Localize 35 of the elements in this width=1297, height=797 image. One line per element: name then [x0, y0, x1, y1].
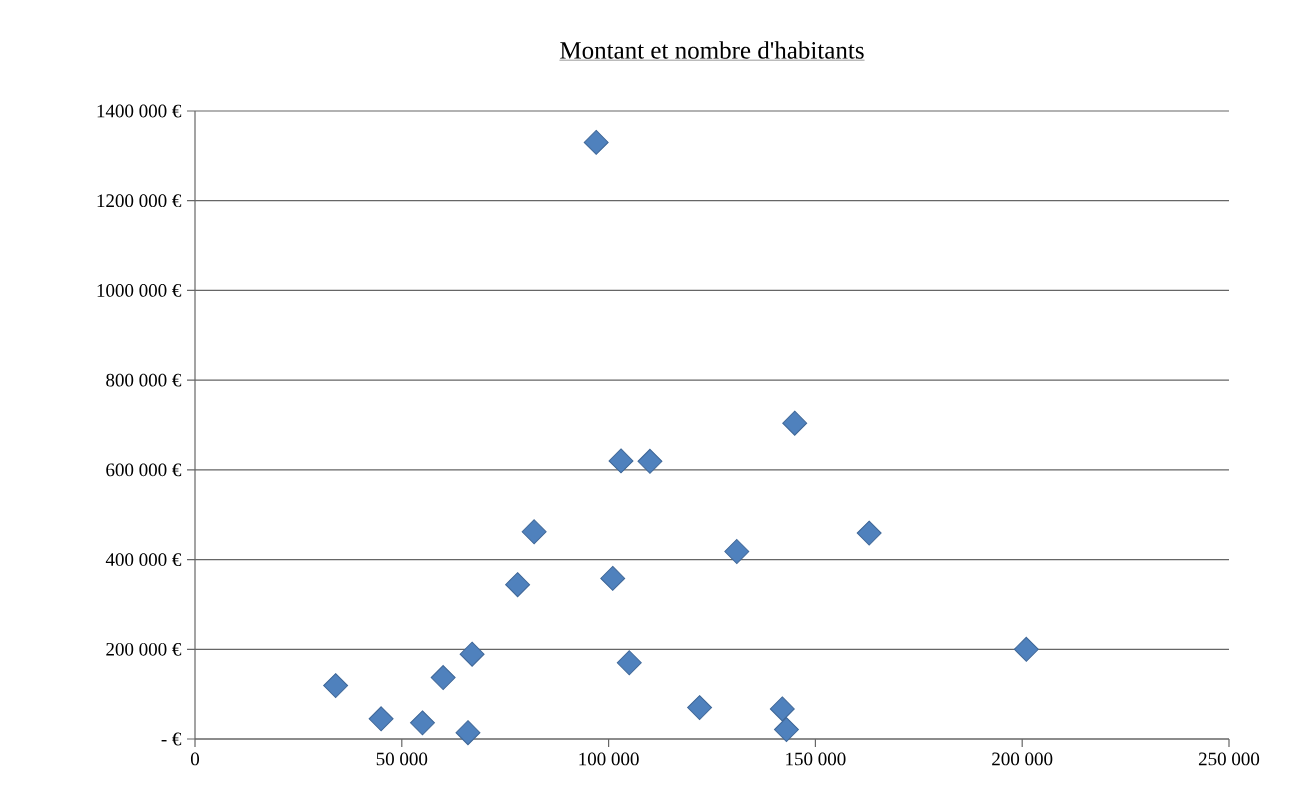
y-tick-label: 600 000 €: [106, 463, 182, 477]
point: [521, 519, 547, 545]
y-tick-label: 400 000 €: [105, 553, 182, 566]
point: [1013, 636, 1039, 662]
point: [616, 650, 642, 676]
point: [459, 641, 485, 667]
x-tick-label: 50 000: [376, 752, 428, 766]
point: [773, 717, 799, 743]
y-tick-label: 1200 000 €: [97, 194, 182, 208]
x-tick-label: 100 000: [579, 752, 639, 766]
y-tick-label: - €: [161, 732, 182, 746]
x-tick-label: 0: [190, 752, 200, 766]
point: [782, 410, 808, 436]
y-tick-label: 1400 000 €: [97, 104, 182, 118]
point: [637, 448, 663, 474]
point: [583, 129, 609, 155]
point: [724, 538, 750, 564]
point: [600, 565, 626, 591]
point: [368, 706, 394, 732]
point: [769, 696, 795, 722]
y-tick-label: 200 000 €: [106, 642, 182, 656]
x-tick-label: 250 000: [1198, 752, 1260, 766]
point: [687, 695, 713, 721]
y-tick-label: 1000 000 €: [97, 284, 182, 297]
x-tick-label: 200 000: [992, 752, 1053, 766]
y-tick-label: 800 000 €: [106, 373, 182, 387]
chart-title: Montant et nombre d'habitants: [560, 41, 864, 59]
point: [505, 572, 531, 598]
point: [410, 710, 435, 736]
point: [856, 520, 882, 546]
x-tick-label: 150 000: [786, 752, 846, 766]
point: [455, 720, 481, 746]
point: [608, 448, 634, 474]
point: [323, 673, 349, 699]
point: [430, 665, 456, 691]
